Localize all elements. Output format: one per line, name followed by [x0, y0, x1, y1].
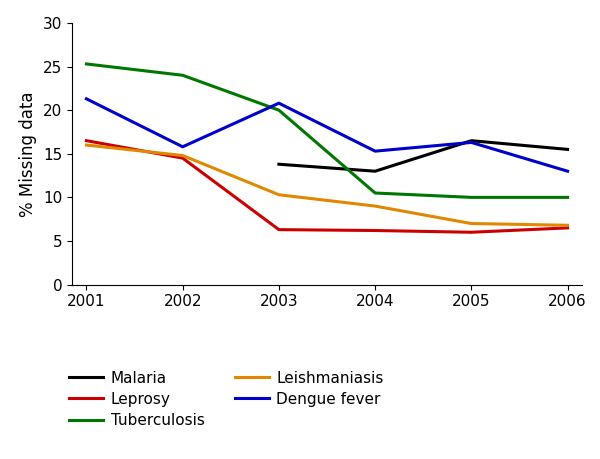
Leishmaniasis [275, 192, 283, 197]
Tuberculosis [83, 61, 90, 67]
Malaria [275, 162, 283, 167]
Tuberculosis [564, 195, 571, 200]
Leishmaniasis [83, 142, 90, 148]
Tuberculosis [179, 73, 186, 78]
Line: Leishmaniasis: Leishmaniasis [86, 145, 568, 225]
Dengue fever [371, 148, 379, 154]
Leishmaniasis [179, 153, 186, 158]
Line: Dengue fever: Dengue fever [86, 99, 568, 171]
Leprosy [83, 138, 90, 143]
Tuberculosis [468, 195, 475, 200]
Dengue fever [179, 144, 186, 150]
Tuberculosis [371, 190, 379, 196]
Leprosy [179, 155, 186, 161]
Leishmaniasis [564, 223, 571, 228]
Leishmaniasis [468, 221, 475, 226]
Malaria [468, 138, 475, 143]
Y-axis label: % Missing data: % Missing data [19, 91, 37, 217]
Leishmaniasis [371, 203, 379, 209]
Dengue fever [275, 101, 283, 106]
Line: Malaria: Malaria [279, 140, 568, 171]
Line: Leprosy: Leprosy [86, 140, 568, 232]
Line: Tuberculosis: Tuberculosis [86, 64, 568, 197]
Leprosy [564, 225, 571, 230]
Dengue fever [83, 96, 90, 101]
Leprosy [275, 227, 283, 232]
Leprosy [468, 230, 475, 235]
Legend: Malaria, Leprosy, Tuberculosis, Leishmaniasis, Dengue fever: Malaria, Leprosy, Tuberculosis, Leishman… [70, 371, 384, 428]
Dengue fever [564, 168, 571, 174]
Malaria [371, 168, 379, 174]
Leprosy [371, 228, 379, 233]
Dengue fever [468, 140, 475, 145]
Tuberculosis [275, 107, 283, 113]
Malaria [564, 146, 571, 152]
